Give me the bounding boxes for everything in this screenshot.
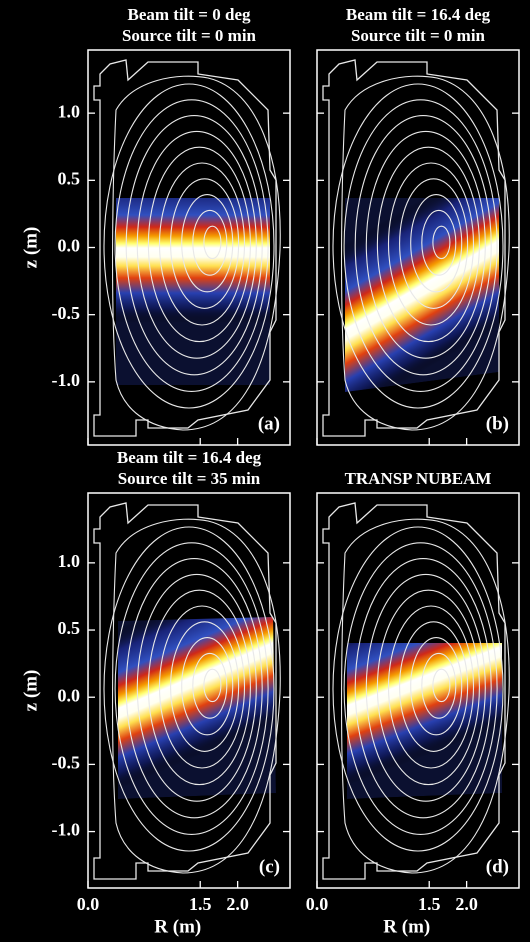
panel-title: Source tilt = 0 min <box>351 26 486 45</box>
y-tick-label: 0.0 <box>58 685 81 705</box>
panel-label: (c) <box>259 856 280 877</box>
panel-title: TRANSP NUBEAM <box>345 469 492 488</box>
panel-title: Beam tilt = 0 deg <box>127 5 251 24</box>
x-tick-label: 0.0 <box>306 894 329 914</box>
y-tick-label: 0.5 <box>58 618 81 638</box>
panel-title: Beam tilt = 16.4 deg <box>117 448 262 467</box>
x-tick-label: 0.0 <box>77 894 100 914</box>
y-axis-label: z (m) <box>20 670 41 712</box>
x-tick-label: 2.0 <box>226 894 249 914</box>
panel-title: Source tilt = 0 min <box>122 26 257 45</box>
y-tick-label: -1.0 <box>52 820 81 840</box>
x-tick-label: 1.5 <box>189 894 212 914</box>
x-tick-label: 1.5 <box>418 894 441 914</box>
x-tick-label: 2.0 <box>455 894 478 914</box>
y-tick-label: 1.0 <box>58 101 81 121</box>
panel-label: (b) <box>486 413 509 434</box>
x-axis-label: R (m) <box>383 916 430 937</box>
y-tick-label: -0.5 <box>52 303 81 323</box>
y-axis-label: z (m) <box>20 227 41 269</box>
panel-label: (a) <box>258 413 280 434</box>
y-tick-label: 1.0 <box>58 551 81 571</box>
y-tick-label: 0.5 <box>58 168 81 188</box>
panel-title: Beam tilt = 16.4 deg <box>346 5 491 24</box>
y-tick-label: -0.5 <box>52 753 81 773</box>
x-axis-label: R (m) <box>154 916 201 937</box>
figure: 1.0 0.5 0.0 -0.5 -1.0 Beam tilt = 0 deg Source… <box>0 0 530 942</box>
panel-label: (d) <box>486 856 509 877</box>
y-tick-label: 0.0 <box>58 236 81 256</box>
y-tick-label: -1.0 <box>52 370 81 390</box>
panel-title: Source tilt = 35 min <box>118 469 261 488</box>
